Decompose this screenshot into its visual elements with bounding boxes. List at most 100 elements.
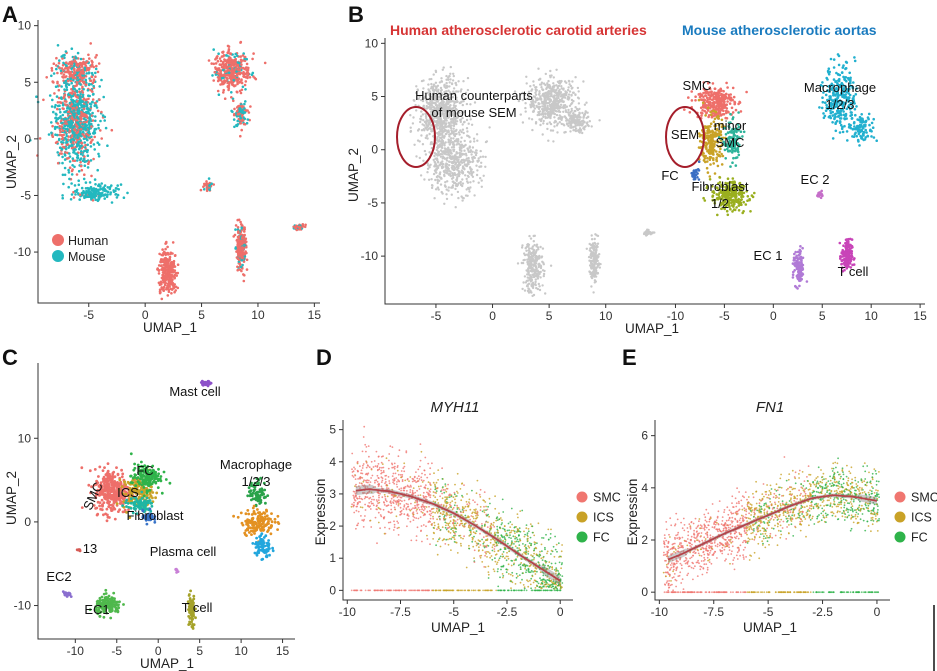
point: [440, 125, 443, 128]
point: [70, 87, 73, 91]
point: [436, 136, 439, 139]
point: [227, 71, 231, 75]
point: [235, 90, 239, 94]
point: [160, 297, 164, 301]
point: [69, 138, 72, 142]
point: [65, 103, 68, 107]
a-x-tick-label: 10: [251, 308, 265, 322]
point: [56, 122, 60, 125]
point: [64, 151, 67, 154]
point: [217, 52, 220, 55]
point: [445, 150, 449, 153]
point: [732, 95, 736, 99]
point: [739, 110, 743, 113]
point: [463, 159, 466, 162]
point: [245, 245, 248, 249]
point: [67, 120, 70, 124]
point: [542, 122, 545, 125]
point: [50, 131, 53, 135]
point: [470, 123, 474, 127]
point: [565, 81, 568, 85]
point: [171, 241, 175, 244]
point: [166, 260, 169, 264]
point: [471, 150, 474, 153]
point: [92, 143, 96, 146]
point: [81, 191, 84, 195]
point: [56, 107, 59, 111]
point: [101, 114, 105, 117]
point: [90, 122, 93, 126]
point: [593, 275, 596, 278]
point: [62, 141, 65, 144]
point: [440, 144, 444, 147]
point: [524, 281, 528, 284]
point: [65, 134, 68, 138]
point: [51, 98, 54, 102]
point: [551, 129, 555, 132]
panel-a-x-label: UMAP_1: [143, 320, 197, 335]
point: [564, 109, 567, 112]
point: [69, 120, 73, 123]
point: [61, 103, 65, 107]
point: [77, 140, 80, 144]
point: [240, 239, 244, 243]
point: [212, 48, 215, 51]
point: [433, 154, 436, 158]
point: [241, 109, 244, 112]
point: [82, 157, 86, 160]
point: [218, 63, 222, 66]
point: [68, 166, 72, 169]
point: [239, 122, 243, 125]
point: [430, 186, 434, 190]
legend-human-label: Human: [68, 234, 108, 248]
point: [90, 174, 93, 178]
point: [78, 198, 81, 201]
point: [240, 226, 243, 230]
point: [577, 116, 580, 119]
point: [47, 133, 51, 136]
point: [240, 128, 243, 132]
point: [429, 128, 433, 131]
point: [541, 247, 545, 250]
point: [222, 54, 226, 57]
point: [545, 93, 549, 97]
point: [569, 130, 572, 133]
point: [466, 130, 469, 133]
point: [687, 96, 690, 99]
point: [446, 156, 449, 159]
point: [72, 151, 75, 154]
point: [724, 93, 727, 96]
point: [589, 272, 592, 276]
point: [447, 78, 450, 82]
point: [81, 130, 85, 134]
point: [83, 141, 86, 144]
point: [84, 128, 88, 131]
point: [479, 155, 482, 159]
point: [543, 269, 546, 273]
point: [56, 71, 59, 75]
point: [562, 123, 565, 126]
point: [421, 123, 424, 126]
point: [225, 76, 229, 80]
point: [432, 172, 436, 176]
point: [64, 147, 68, 151]
point: [97, 62, 101, 65]
point: [229, 52, 232, 55]
point: [57, 61, 61, 65]
point: [63, 93, 67, 96]
point: [72, 100, 75, 104]
point: [574, 76, 577, 79]
point: [449, 65, 452, 69]
point: [64, 120, 67, 123]
point: [58, 124, 61, 128]
point: [409, 114, 412, 117]
point: [460, 171, 464, 174]
point: [427, 106, 430, 109]
point: [441, 160, 444, 163]
point: [436, 181, 439, 185]
point: [469, 186, 472, 189]
point: [480, 179, 483, 182]
point: [472, 171, 475, 174]
point: [254, 77, 258, 81]
point: [593, 269, 597, 272]
